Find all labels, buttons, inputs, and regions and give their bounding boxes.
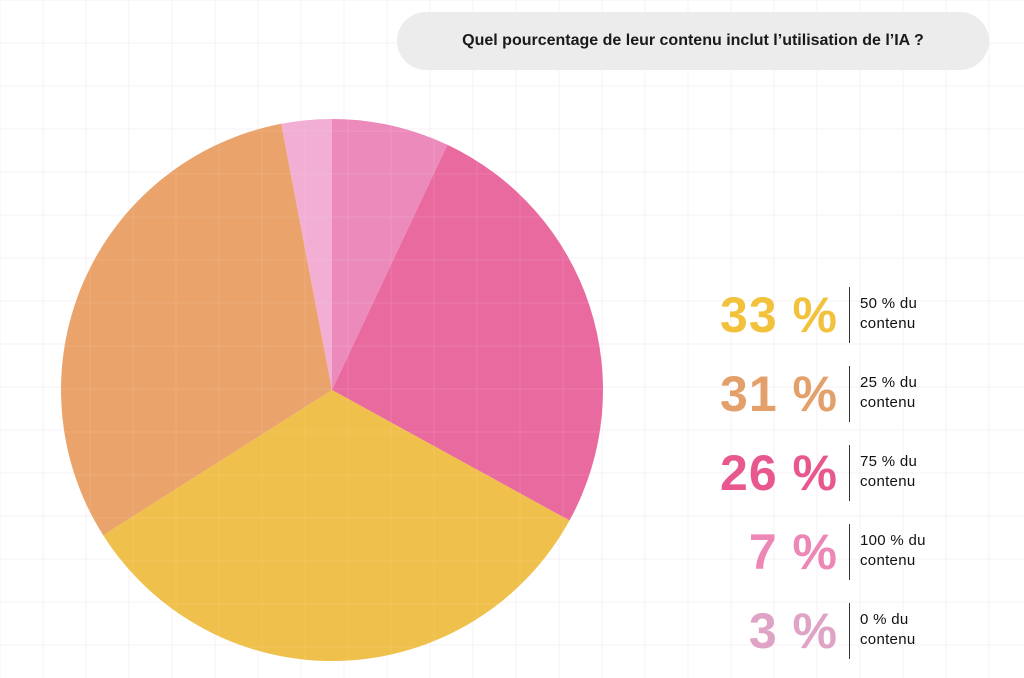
legend-label-line2: contenu xyxy=(860,315,916,332)
legend-percentage: 31 % xyxy=(720,366,838,422)
legend-item: 26 % 75 % du contenu xyxy=(700,443,1020,503)
legend-divider xyxy=(849,524,850,580)
legend-label-line1: 75 % du xyxy=(860,453,918,470)
legend-item: 33 % 50 % du contenu xyxy=(700,285,1020,345)
legend-divider xyxy=(849,603,850,659)
legend-label-line2: contenu xyxy=(860,394,916,411)
legend-item: 7 % 100 % du contenu xyxy=(700,522,1020,582)
legend-label: 75 % du contenu xyxy=(860,452,1000,492)
legend-divider xyxy=(849,366,850,422)
legend-label-line1: 100 % du xyxy=(860,532,926,549)
legend-label-line2: contenu xyxy=(860,552,916,569)
legend-percentage: 26 % xyxy=(720,445,838,501)
legend-label: 50 % du contenu xyxy=(860,294,1000,334)
legend-divider xyxy=(849,287,850,343)
legend-item: 3 % 0 % du contenu xyxy=(700,601,1020,661)
legend-label-line1: 0 % du xyxy=(860,611,909,628)
legend-label-line1: 25 % du xyxy=(860,374,918,391)
legend-label-line2: contenu xyxy=(860,631,916,648)
legend-label: 100 % du contenu xyxy=(860,531,1000,571)
pie-chart xyxy=(61,119,603,661)
legend-label-line2: contenu xyxy=(860,473,916,490)
question-pill: Quel pourcentage de leur contenu inclut … xyxy=(397,12,989,70)
legend-label: 0 % du contenu xyxy=(860,610,1000,650)
legend-percentage: 3 % xyxy=(748,603,838,659)
legend-item: 31 % 25 % du contenu xyxy=(700,364,1020,424)
legend-percentage: 33 % xyxy=(720,287,838,343)
legend-divider xyxy=(849,445,850,501)
question-text: Quel pourcentage de leur contenu inclut … xyxy=(462,32,924,49)
legend-percentage: 7 % xyxy=(748,524,838,580)
legend-label: 25 % du contenu xyxy=(860,373,1000,413)
pie-texture-overlay xyxy=(61,119,603,661)
legend-label-line1: 50 % du xyxy=(860,295,918,312)
